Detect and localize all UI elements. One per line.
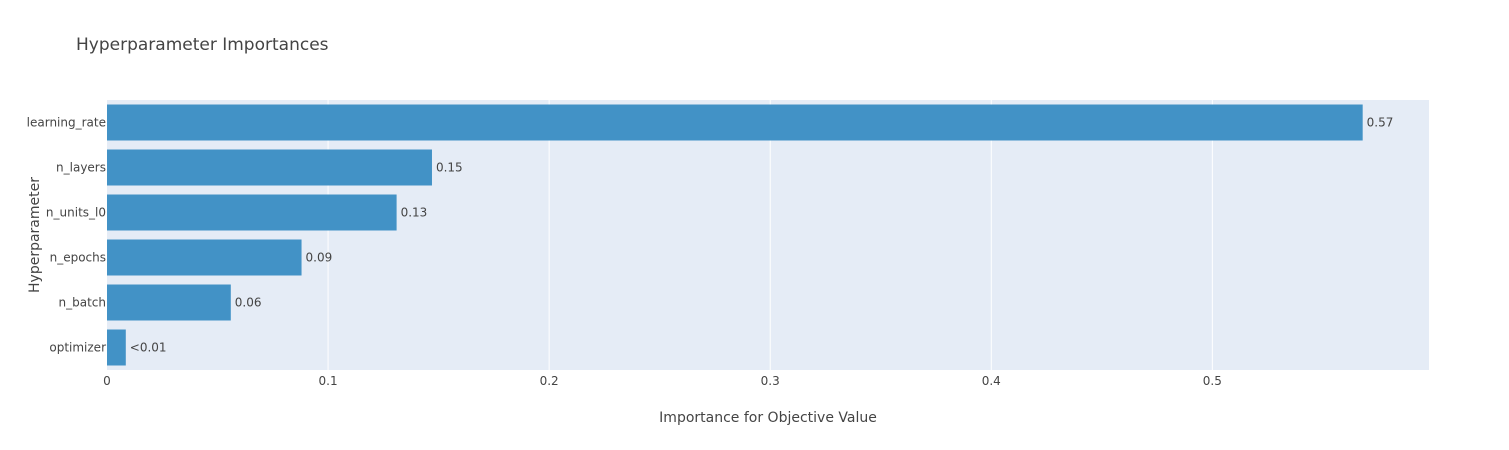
x-tick-labels: 0 0.1 0.2 0.3 0.4 0.5 <box>103 374 1222 388</box>
bar-n_units_l0[interactable] <box>107 194 397 231</box>
bars <box>107 104 1363 366</box>
x-tick-label: 0 <box>103 374 111 388</box>
y-tick-label: optimizer <box>49 341 106 355</box>
x-tick-label: 0.1 <box>319 374 338 388</box>
data-label: 0.09 <box>306 251 333 265</box>
y-tick-label: n_layers <box>56 161 106 175</box>
data-label: 0.06 <box>235 296 262 310</box>
x-tick-label: 0.2 <box>540 374 559 388</box>
gridlines <box>327 100 1213 370</box>
data-labels: 0.57 0.15 0.13 0.09 0.06 <0.01 <box>130 116 1394 355</box>
x-tick-label: 0.5 <box>1203 374 1222 388</box>
y-axis-title: Hyperparameter <box>27 177 43 293</box>
x-tick-label: 0.3 <box>761 374 780 388</box>
y-tick-label: n_batch <box>59 296 106 310</box>
plot-area <box>107 100 1429 370</box>
y-tick-label: n_epochs <box>50 251 106 265</box>
bar-n_layers[interactable] <box>107 149 432 186</box>
bar-optimizer[interactable] <box>107 329 126 366</box>
data-label: 0.13 <box>401 206 428 220</box>
x-axis-title: Importance for Objective Value <box>659 410 877 426</box>
bar-n_epochs[interactable] <box>107 239 302 276</box>
data-label: 0.15 <box>436 161 463 175</box>
y-tick-label: n_units_l0 <box>46 206 106 220</box>
x-tick-label: 0.4 <box>982 374 1001 388</box>
data-label: <0.01 <box>130 341 167 355</box>
y-tick-labels: learning_rate n_layers n_units_l0 n_epochsn… <box>27 116 106 355</box>
y-tick-label: learning_rate <box>27 116 106 130</box>
chart-title: Hyperparameter Importances <box>76 35 329 55</box>
bar-n_batch[interactable] <box>107 284 231 321</box>
data-label: 0.57 <box>1367 116 1394 130</box>
bar-learning_rate[interactable] <box>107 104 1363 141</box>
